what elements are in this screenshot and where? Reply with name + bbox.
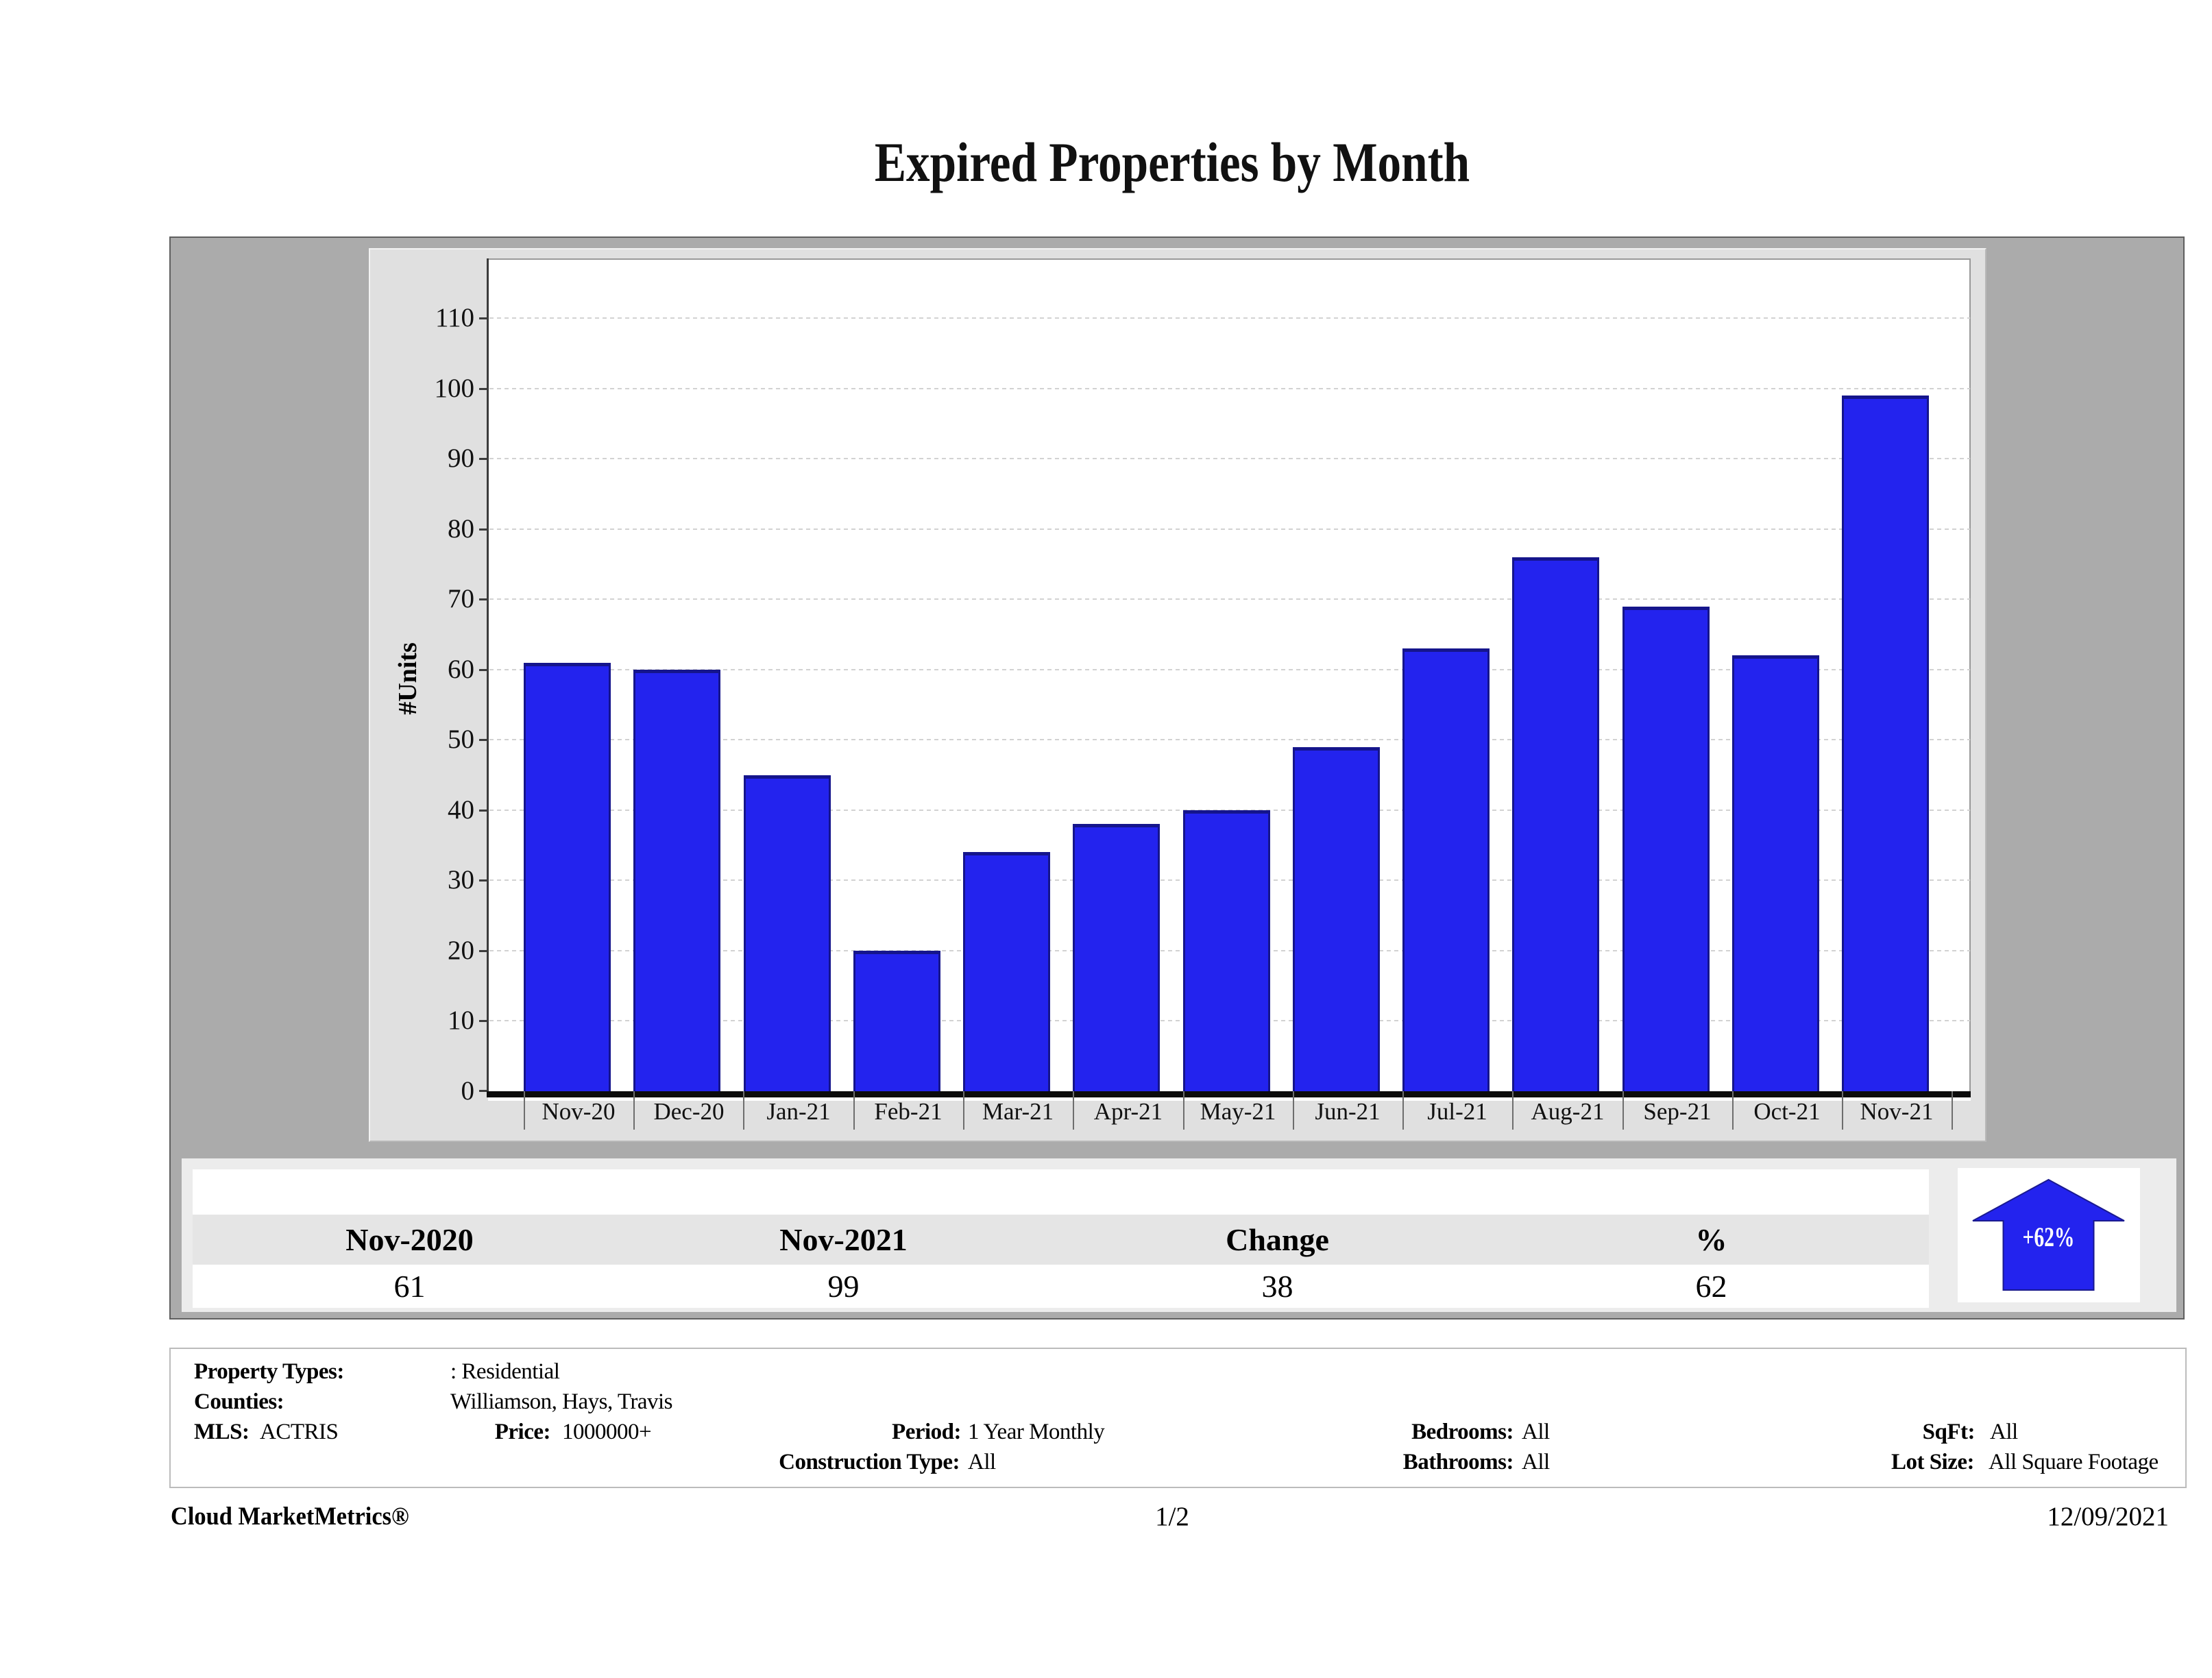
svg-text:+62%: +62% bbox=[2023, 1221, 2075, 1252]
